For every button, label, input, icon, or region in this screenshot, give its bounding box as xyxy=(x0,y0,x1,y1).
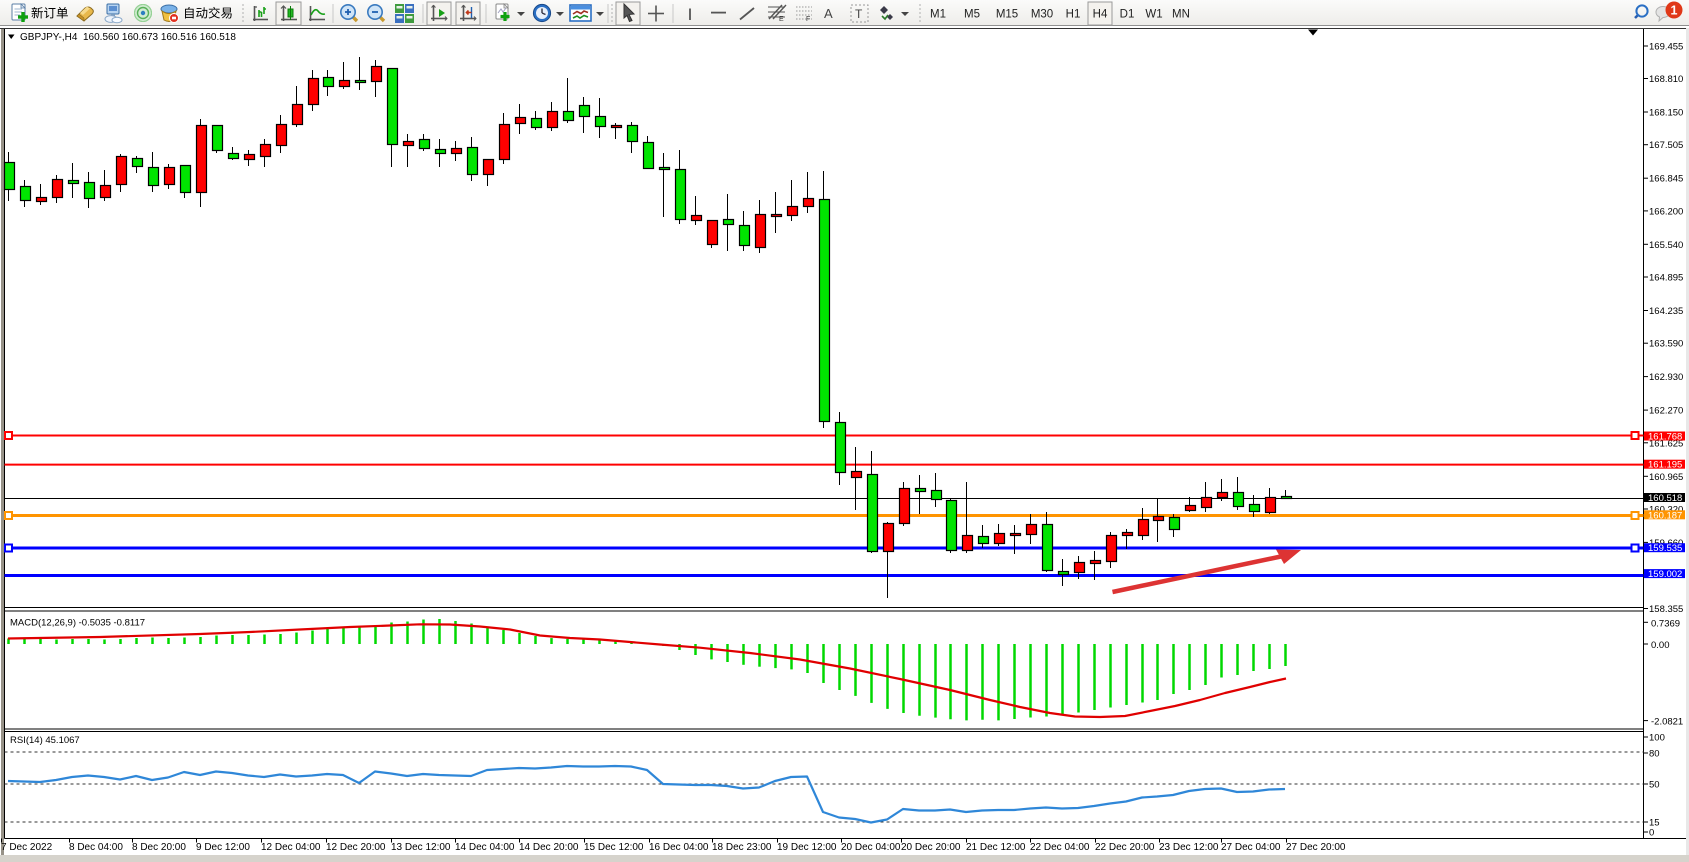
svg-text:12 Dec 20:00: 12 Dec 20:00 xyxy=(326,842,386,853)
svg-text:14 Dec 20:00: 14 Dec 20:00 xyxy=(519,842,579,853)
svg-text:161.625: 161.625 xyxy=(1649,438,1683,449)
svg-text:162.270: 162.270 xyxy=(1649,406,1683,417)
svg-text:RSI(14) 45.1067: RSI(14) 45.1067 xyxy=(10,735,80,746)
svg-text:0.7369: 0.7369 xyxy=(1651,618,1680,629)
svg-text:20 Dec 04:00: 20 Dec 04:00 xyxy=(841,842,901,853)
svg-text:160.320: 160.320 xyxy=(1649,505,1683,516)
svg-text:167.505: 167.505 xyxy=(1649,140,1683,151)
svg-text:18 Dec 23:00: 18 Dec 23:00 xyxy=(712,842,772,853)
svg-text:M30: M30 xyxy=(1031,9,1053,21)
svg-text:160.187: 160.187 xyxy=(1648,510,1682,521)
svg-text:8 Dec 20:00: 8 Dec 20:00 xyxy=(132,842,186,853)
svg-text:0.00: 0.00 xyxy=(1651,640,1670,651)
svg-text:M5: M5 xyxy=(964,9,980,21)
svg-text:50: 50 xyxy=(1649,780,1660,791)
svg-text:163.590: 163.590 xyxy=(1649,339,1683,350)
svg-text:16 Dec 04:00: 16 Dec 04:00 xyxy=(649,842,709,853)
svg-text:161.195: 161.195 xyxy=(1648,460,1682,471)
svg-text:F: F xyxy=(806,16,810,23)
svg-text:165.540: 165.540 xyxy=(1649,240,1683,251)
svg-text:W1: W1 xyxy=(1145,9,1162,21)
svg-text:15: 15 xyxy=(1649,818,1660,829)
svg-text:166.200: 166.200 xyxy=(1649,206,1683,217)
svg-text:1: 1 xyxy=(1671,4,1678,18)
svg-text:80: 80 xyxy=(1649,749,1660,760)
svg-text:-2.0821: -2.0821 xyxy=(1651,717,1683,728)
svg-text:23 Dec 12:00: 23 Dec 12:00 xyxy=(1159,842,1219,853)
svg-text:164.895: 164.895 xyxy=(1649,273,1683,284)
svg-text:20 Dec 20:00: 20 Dec 20:00 xyxy=(901,842,961,853)
svg-text:T: T xyxy=(855,7,863,21)
svg-text:22 Dec 20:00: 22 Dec 20:00 xyxy=(1095,842,1155,853)
svg-text:13 Dec 12:00: 13 Dec 12:00 xyxy=(391,842,451,853)
svg-text:H1: H1 xyxy=(1066,9,1081,21)
svg-text:100: 100 xyxy=(1649,733,1665,744)
svg-text:168.810: 168.810 xyxy=(1649,74,1683,85)
svg-text:D1: D1 xyxy=(1120,9,1135,21)
svg-text:A: A xyxy=(824,6,833,21)
svg-text:E: E xyxy=(779,16,784,23)
svg-text:0: 0 xyxy=(1649,828,1654,839)
svg-text:169.455: 169.455 xyxy=(1649,42,1683,53)
svg-text:7 Dec 2022: 7 Dec 2022 xyxy=(1,842,53,853)
svg-text:21 Dec 12:00: 21 Dec 12:00 xyxy=(966,842,1026,853)
svg-text:22 Dec 04:00: 22 Dec 04:00 xyxy=(1030,842,1090,853)
svg-text:164.235: 164.235 xyxy=(1649,306,1683,317)
svg-text:168.150: 168.150 xyxy=(1649,108,1683,119)
svg-text:MN: MN xyxy=(1172,9,1190,21)
svg-text:19 Dec 12:00: 19 Dec 12:00 xyxy=(777,842,837,853)
svg-text:158.355: 158.355 xyxy=(1649,604,1683,615)
svg-text:159.002: 159.002 xyxy=(1648,569,1682,580)
svg-text:162.930: 162.930 xyxy=(1649,372,1683,383)
svg-text:H4: H4 xyxy=(1093,9,1108,21)
svg-text:M1: M1 xyxy=(930,9,946,21)
svg-text:160.965: 160.965 xyxy=(1649,472,1683,483)
svg-text:159.535: 159.535 xyxy=(1648,543,1682,554)
svg-text:8 Dec 04:00: 8 Dec 04:00 xyxy=(69,842,123,853)
svg-text:MACD(12,26,9) -0.5035 -0.8117: MACD(12,26,9) -0.5035 -0.8117 xyxy=(10,618,145,629)
svg-text:14 Dec 04:00: 14 Dec 04:00 xyxy=(455,842,515,853)
svg-text:27 Dec 20:00: 27 Dec 20:00 xyxy=(1286,842,1346,853)
svg-text:15 Dec 12:00: 15 Dec 12:00 xyxy=(584,842,644,853)
svg-text:M15: M15 xyxy=(996,9,1018,21)
svg-text:9 Dec 12:00: 9 Dec 12:00 xyxy=(196,842,250,853)
svg-text:GBPJPY-,H4 160.560 160.673 16: GBPJPY-,H4 160.560 160.673 160.516 160.5… xyxy=(20,32,236,43)
svg-text:161.768: 161.768 xyxy=(1648,432,1682,443)
svg-text:160.518: 160.518 xyxy=(1648,493,1682,504)
svg-text:27 Dec 04:00: 27 Dec 04:00 xyxy=(1221,842,1281,853)
svg-text:12 Dec 04:00: 12 Dec 04:00 xyxy=(261,842,321,853)
svg-text:166.845: 166.845 xyxy=(1649,174,1683,185)
